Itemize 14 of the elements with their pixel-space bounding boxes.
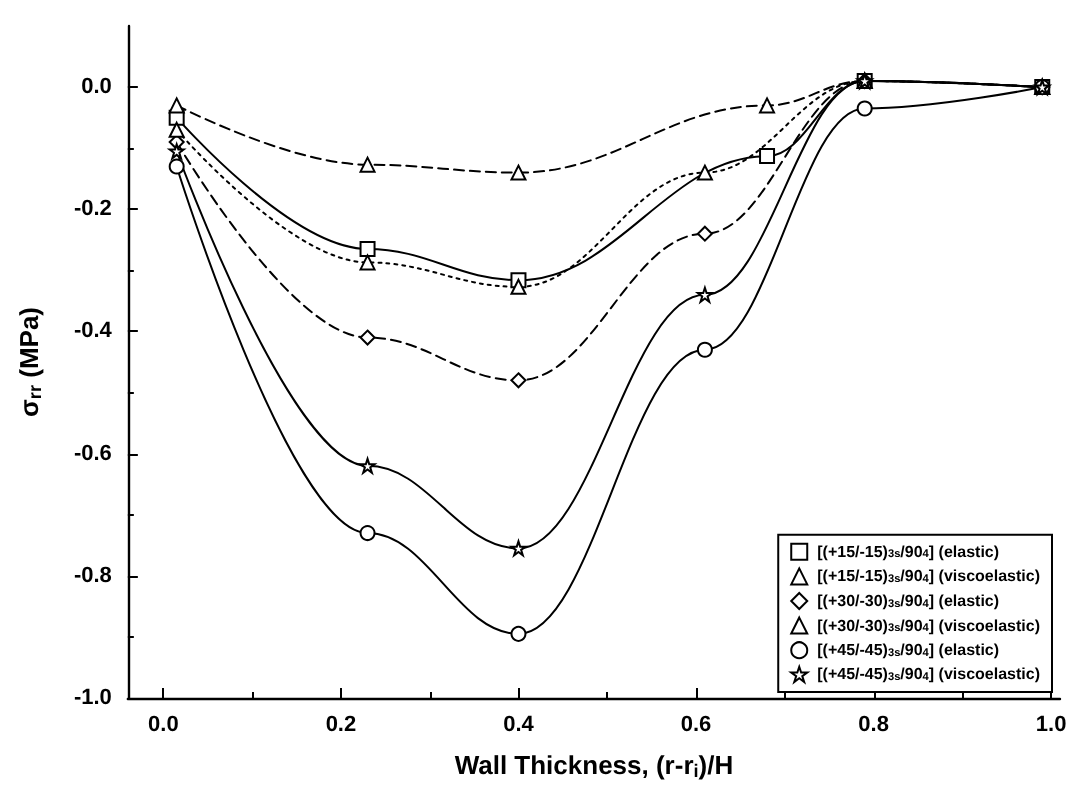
y-tick-label: -0.6 <box>73 441 112 466</box>
x-tick-label: 0.8 <box>858 713 889 737</box>
x-axis-title: Wall Thickness, (r-ri)/H <box>454 749 734 781</box>
y-axis-title: σrr (MPa) <box>14 307 45 417</box>
x-tick-label: 0.4 <box>503 713 536 737</box>
x-tick-label: 0.6 <box>680 713 712 737</box>
y-tick-label: -0.8 <box>73 563 112 588</box>
x-tick-label: 1.0 <box>1035 713 1067 737</box>
x-tick-label: 0.2 <box>325 713 357 737</box>
x-tick-label: 0.0 <box>148 713 179 737</box>
y-tick-label: -1.0 <box>73 686 112 710</box>
y-tick-label: 0.0 <box>81 75 112 100</box>
y-tick-label: -0.4 <box>73 319 114 344</box>
y-tick-label: -0.2 <box>73 197 112 222</box>
